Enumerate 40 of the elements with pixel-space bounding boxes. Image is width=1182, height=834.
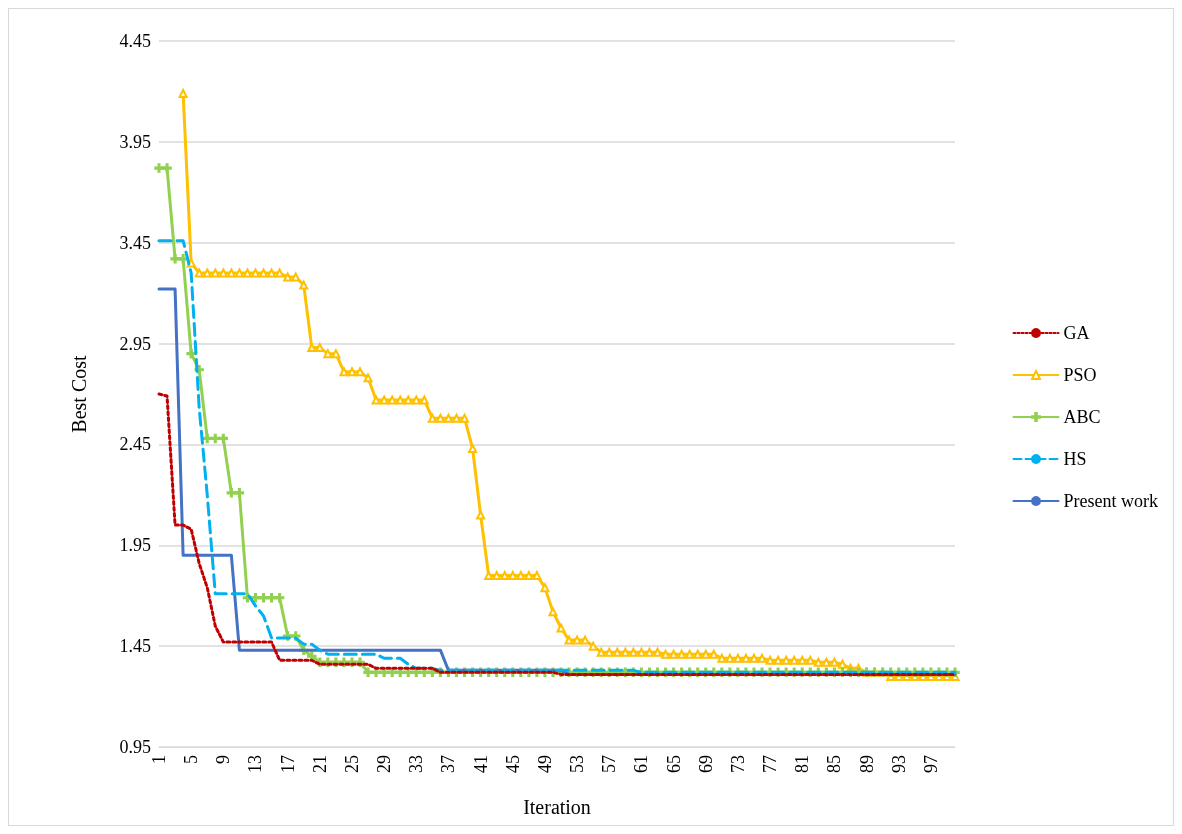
x-tick-label: 33 [406, 755, 427, 773]
y-tick-label: 0.95 [119, 737, 151, 757]
x-tick-label: 97 [920, 755, 941, 773]
legend-label: PSO [1063, 365, 1097, 385]
x-tick-label: 13 [245, 755, 266, 773]
x-tick-label: 81 [792, 755, 813, 773]
x-tick-label: 85 [824, 755, 845, 773]
y-axis-title: Best Cost [68, 354, 90, 433]
x-tick-label: 41 [470, 755, 491, 773]
x-tick-label: 73 [727, 755, 748, 773]
x-tick-label: 9 [213, 755, 234, 764]
x-tick-label: 57 [599, 755, 620, 773]
y-tick-label: 3.95 [119, 131, 151, 152]
legend-label: HS [1063, 449, 1087, 469]
x-axis-title: Iteration [523, 796, 591, 818]
y-tick-label: 3.45 [119, 232, 151, 253]
x-tick-label: 53 [567, 755, 588, 773]
x-tick-label: 61 [631, 755, 652, 773]
x-tick-label: 93 [888, 755, 909, 773]
x-tick-label: 45 [502, 755, 523, 773]
y-tick-label: 4.45 [119, 31, 151, 51]
legend-label: GA [1063, 323, 1090, 343]
x-tick-label: 37 [438, 755, 459, 773]
x-tick-label: 25 [341, 755, 362, 773]
x-tick-label: 17 [277, 755, 298, 773]
x-tick-label: 21 [309, 755, 330, 773]
y-tick-label: 2.95 [119, 333, 151, 354]
y-tick-label: 2.45 [119, 434, 151, 455]
x-tick-label: 1 [149, 755, 169, 764]
x-tick-label: 69 [695, 755, 716, 773]
x-tick-label: 77 [760, 755, 781, 773]
legend-label: ABC [1063, 407, 1101, 427]
x-tick-label: 5 [181, 755, 202, 764]
y-tick-label: 1.45 [119, 636, 151, 657]
x-tick-label: 65 [663, 755, 684, 773]
legend-label: Present work [1063, 491, 1158, 511]
y-tick-label: 1.95 [119, 535, 151, 556]
x-tick-label: 29 [374, 755, 395, 773]
x-tick-label: 49 [534, 755, 555, 773]
x-tick-label: 89 [856, 755, 877, 773]
